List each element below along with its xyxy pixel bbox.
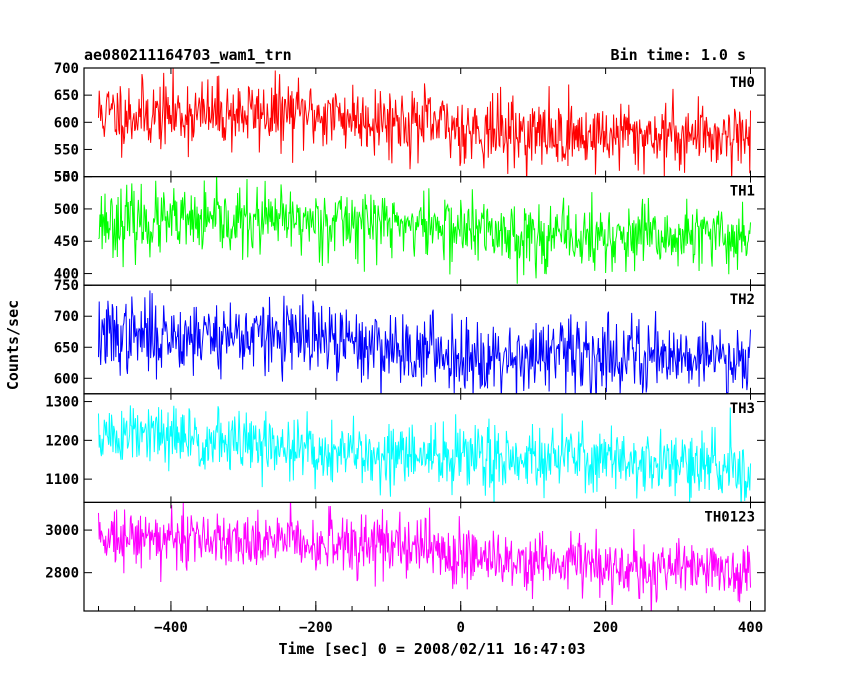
series-line-th2 bbox=[97, 290, 752, 394]
panel-label-th1: TH1 bbox=[730, 184, 755, 200]
y-tick-label: 2800 bbox=[45, 566, 79, 582]
y-axis-label: Counts/sec bbox=[4, 300, 22, 390]
panel-label-th0123: TH0123 bbox=[704, 509, 755, 525]
series-line-th1 bbox=[98, 176, 752, 284]
bin-time-label: Bin time: 1.0 s bbox=[611, 46, 746, 64]
plot-title: ae080211164703_wam1_trn bbox=[84, 46, 292, 64]
panel-label-th2: TH2 bbox=[730, 292, 755, 308]
y-tick-label: 650 bbox=[54, 340, 79, 356]
x-tick-label: 400 bbox=[738, 620, 763, 636]
y-tick-label: 750 bbox=[54, 278, 79, 294]
y-tick-label: 1100 bbox=[45, 472, 79, 488]
x-axis: −400 −200 0 200 400 bbox=[97, 601, 763, 636]
series-line-th0 bbox=[97, 68, 752, 177]
series-line-th0123 bbox=[97, 502, 752, 611]
panel-th0123: 2800 3000 TH0123 bbox=[45, 501, 766, 612]
y-tick-label: 450 bbox=[54, 234, 79, 250]
x-tick-label: −400 bbox=[154, 620, 188, 636]
x-tick-label: 200 bbox=[593, 620, 618, 636]
y-tick-label: 700 bbox=[54, 309, 79, 325]
y-tick-label: 650 bbox=[54, 88, 79, 104]
y-tick-label: 3000 bbox=[45, 523, 79, 539]
series-line-th3 bbox=[97, 405, 752, 503]
y-tick-label: 1300 bbox=[45, 395, 79, 411]
panels-group: 500550600650700TH0400450500550TH16006507… bbox=[45, 61, 766, 612]
panel-label-th3: TH3 bbox=[730, 401, 755, 417]
y-tick-label: 550 bbox=[54, 142, 79, 158]
panel-th2: 600 650 700 750 TH2 bbox=[54, 278, 766, 395]
panel-label-th0: TH0 bbox=[730, 75, 755, 91]
y-tick-label: 400 bbox=[54, 267, 79, 283]
y-tick-label: 700 bbox=[54, 61, 79, 77]
y-tick-label: 500 bbox=[54, 202, 79, 218]
x-tick-label: −200 bbox=[299, 620, 333, 636]
x-axis-label: Time [sec] 0 = 2008/02/11 16:47:03 bbox=[278, 640, 585, 658]
y-tick-label: 600 bbox=[54, 371, 79, 387]
panel-th3: 1100 1200 1300 TH3 bbox=[45, 393, 766, 503]
y-tick-label: 550 bbox=[54, 170, 79, 186]
y-tick-label: 1200 bbox=[45, 433, 79, 449]
y-tick-label: 600 bbox=[54, 115, 79, 131]
x-tick-label: 0 bbox=[457, 620, 465, 636]
y-tick-label: 500 bbox=[54, 170, 79, 186]
